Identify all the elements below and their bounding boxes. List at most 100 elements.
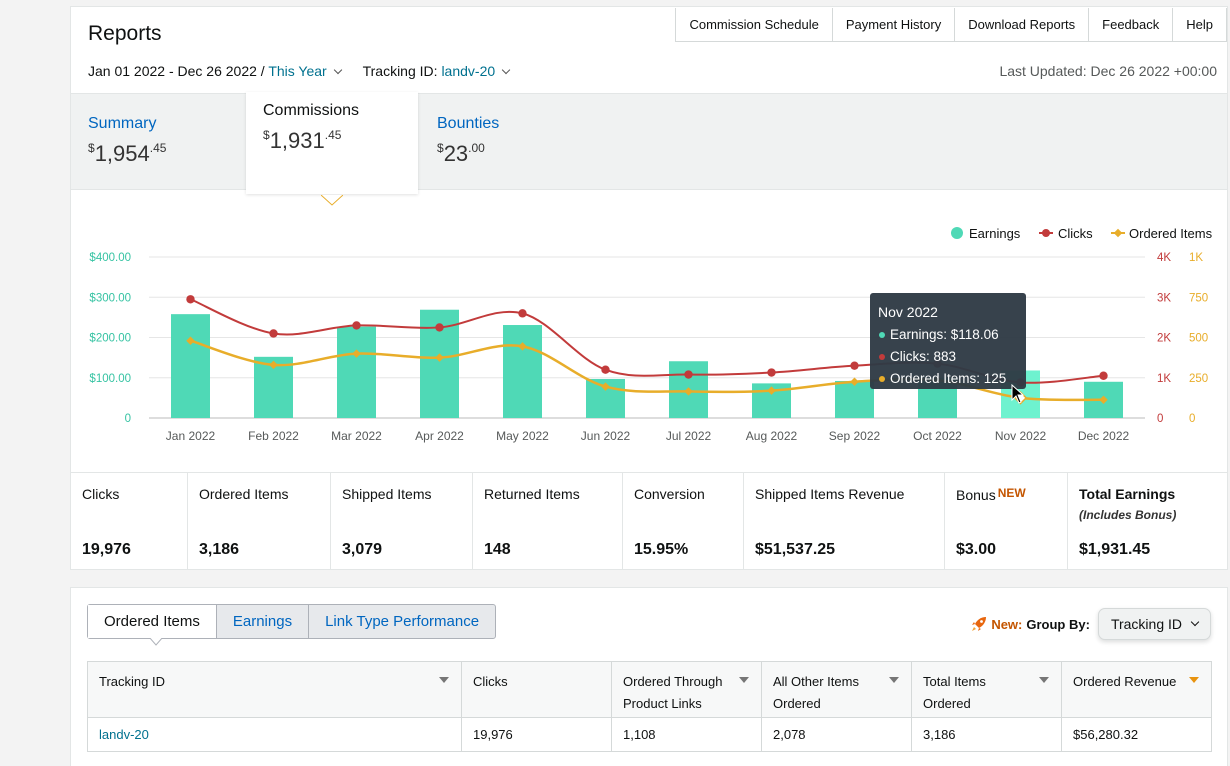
tab-summary[interactable]: Summary $1,954.45 [71,105,243,195]
legend-clicks-label: Clicks [1058,226,1093,241]
metric-shipped-items: Shipped Items 3,079 [331,473,473,570]
top-links: Commission Schedule Payment History Down… [675,8,1227,42]
table-cell: 2,078 [761,717,912,752]
metric-returned-items: Returned Items 148 [473,473,623,570]
tab-bounties[interactable]: Bounties $23.00 [420,105,592,195]
date-range: Jan 01 2022 - Dec 26 2022 / [88,63,265,79]
metric-value: $51,537.25 [755,541,836,558]
tab-link-type-performance[interactable]: Link Type Performance [308,605,495,638]
tab-earnings[interactable]: Earnings [215,605,308,638]
table-row: landv-20 19,976 1,108 2,078 3,186 $56,28… [87,717,1212,752]
metric-value: 15.95% [634,541,689,558]
legend-earnings-label: Earnings [969,226,1021,241]
y-right-tick-label: 0 [1157,413,1163,425]
ordered-items-point [1099,395,1108,405]
download-reports-link[interactable]: Download Reports [954,8,1090,42]
sort-icon[interactable] [739,677,749,683]
column-header[interactable]: Ordered Revenue [1061,661,1212,718]
tab-summary-amount: $1,954.45 [88,141,167,166]
column-header[interactable]: Tracking ID [87,661,462,718]
clicks-point [352,321,361,330]
active-tab-pointer [321,195,343,206]
x-tick-label: Mar 2022 [331,429,382,443]
date-filter-row: Jan 01 2022 - Dec 26 2022 / This Year Tr… [88,63,511,79]
column-header: Clicks [461,661,612,718]
legend-clicks-marker [1042,229,1050,237]
x-tick-label: Feb 2022 [248,429,299,443]
group-by-label: Group By: [1026,616,1090,632]
tracking-id-link[interactable]: landv-20 [87,717,462,752]
group-by-control: New: Group By: Tracking ID [971,608,1211,640]
page-title: Reports [88,22,162,45]
tab-bounties-amount: $23.00 [437,141,485,166]
period-dropdown[interactable]: This Year [268,63,342,79]
y-right-tick-label: 3K [1157,292,1171,304]
y-left-tick-label: $200.00 [89,333,131,345]
tab-ordered-items[interactable]: Ordered Items [88,605,216,638]
sort-icon[interactable] [1039,677,1049,683]
clicks-point [767,368,776,377]
x-tick-label: May 2022 [496,429,549,443]
report-tabs: Ordered Items Earnings Link Type Perform… [87,604,497,639]
payment-history-link[interactable]: Payment History [831,8,956,42]
summary-tabs-band [71,93,1227,190]
tooltip-dot [879,332,885,338]
sort-icon[interactable] [439,677,449,683]
tab-bounties-label: Bounties [437,115,500,132]
ordered-items-point [352,349,361,358]
metric-shipped-revenue: Shipped Items Revenue $51,537.25 [744,473,945,570]
metric-label: Ordered Items [199,486,289,502]
commission-schedule-link[interactable]: Commission Schedule [675,8,833,42]
x-tick-label: Sep 2022 [829,429,881,443]
metric-label: Shipped Items Revenue [755,486,905,502]
metric-label: Bonus NEW [956,486,1026,503]
legend-ordered-marker [1113,228,1123,238]
earnings-chart: 0 0 0 $100.00 1K 250 $200.00 2K 500 $300.00 3K 750 $… [89,226,1212,443]
earnings-bar [337,326,376,418]
feedback-link[interactable]: Feedback [1088,8,1174,42]
metric-value: 148 [484,541,511,558]
earnings-bar [503,325,542,418]
y-left-tick-label: $400.00 [89,252,131,264]
ordered-items-point [684,387,693,396]
ordered-items-point [767,386,776,395]
ordered-items-point [269,360,278,370]
new-badge: NEW [997,486,1026,500]
y-right2-tick-label: 250 [1189,373,1208,385]
report-table-panel: Ordered Items Earnings Link Type Perform… [70,587,1228,766]
clicks-point [186,295,195,304]
sort-icon[interactable] [1189,677,1199,683]
tab-commissions[interactable]: Commissions $1,931.45 [246,92,418,194]
reports-panel: Reports Commission Schedule Payment Hist… [70,6,1228,570]
y-right-tick-label: 2K [1157,333,1171,345]
metric-clicks: Clicks 19,976 [71,473,188,570]
column-header[interactable]: All Other Items Ordered [761,661,912,718]
sort-icon[interactable] [889,677,899,683]
table-cell: 3,186 [911,717,1062,752]
table-cell: 1,108 [611,717,762,752]
column-header[interactable]: Ordered Through Product Links [611,661,762,718]
y-left-tick-label: $300.00 [89,292,131,304]
group-by-value: Tracking ID [1110,616,1182,632]
tracking-id-value: landv-20 [441,63,496,79]
clicks-point [518,309,527,318]
x-tick-label: Nov 2022 [995,429,1047,443]
metrics-row: Clicks 19,976 Ordered Items 3,186 Shippe… [71,472,1227,570]
tracking-id-dropdown[interactable]: landv-20 [441,63,511,79]
y-right2-tick-label: 750 [1189,292,1208,304]
clicks-point [435,323,444,332]
x-tick-label: Oct 2022 [913,429,962,443]
metric-value: 3,079 [342,541,383,558]
table-cell: 19,976 [461,717,612,752]
help-link[interactable]: Help [1172,8,1227,42]
group-by-select[interactable]: Tracking ID [1097,608,1211,640]
y-left-tick-label: $100.00 [89,373,131,385]
x-tick-label: Dec 2022 [1078,429,1130,443]
metric-ordered-items: Ordered Items 3,186 [188,473,331,570]
column-header[interactable]: Total Items Ordered [911,661,1062,718]
report-table: Tracking ID Clicks Ordered Through Produ… [87,661,1212,752]
metric-value: 19,976 [82,541,131,558]
x-tick-label: Aug 2022 [746,429,798,443]
legend-earnings-marker [951,227,963,239]
tooltip-line: Ordered Items: 125 [890,371,1006,386]
